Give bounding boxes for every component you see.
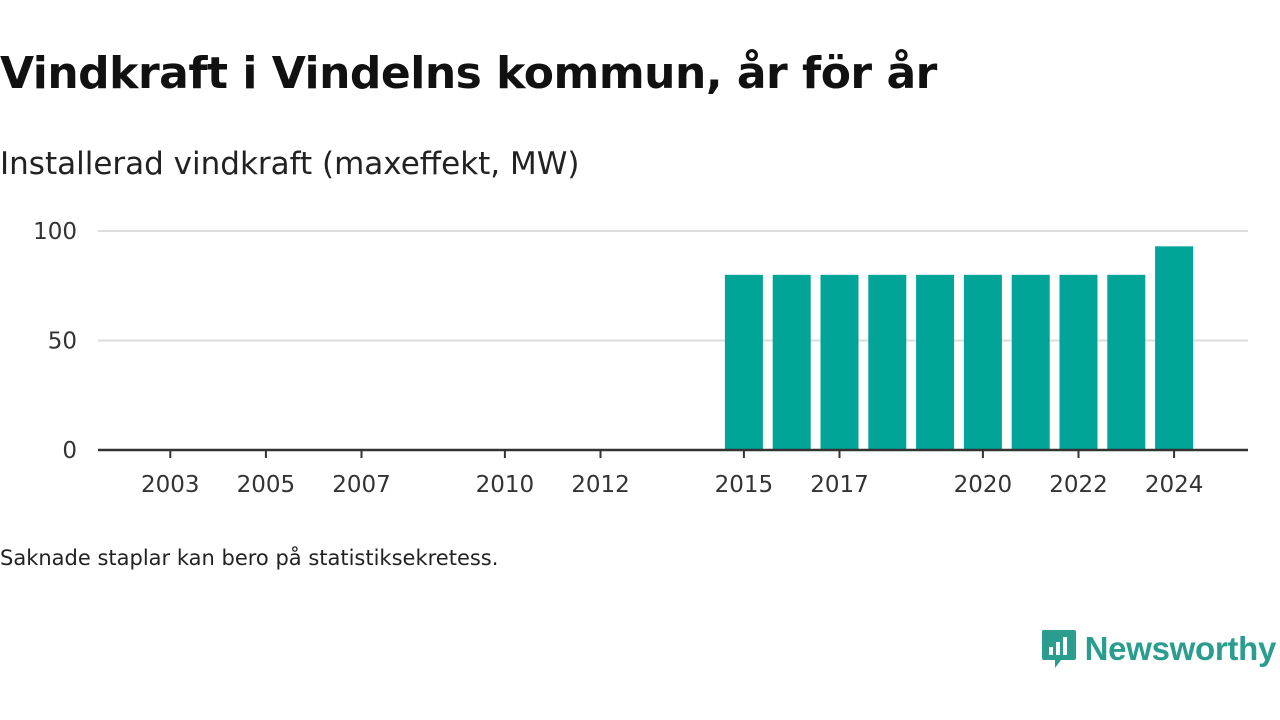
y-axis-ticks: 0 50 100 — [33, 219, 77, 464]
bar-2024 — [1155, 246, 1194, 450]
bar-2022 — [1059, 274, 1098, 450]
x-tick-label: 2020 — [954, 472, 1013, 498]
x-tick-label: 2012 — [571, 472, 630, 498]
y-tick-label: 0 — [62, 438, 77, 464]
x-tick-label: 2024 — [1145, 472, 1204, 498]
x-axis-ticks: 2003 2005 2007 2010 2012 2015 2017 2020 2022 2024 — [141, 450, 1203, 498]
x-tick-label: 2022 — [1049, 472, 1108, 498]
x-tick-label: 2005 — [237, 472, 296, 498]
brand-name: Newsworthy — [1084, 630, 1277, 667]
bar-2020 — [963, 274, 1002, 450]
gridlines — [98, 230, 1248, 342]
chart-subtitle: Installerad vindkraft (maxeffekt, MW) — [0, 146, 580, 182]
chart-title: Vindkraft i Vindelns kommun, år för år — [0, 48, 937, 99]
bar-2015 — [724, 274, 763, 450]
x-tick-label: 2015 — [715, 472, 774, 498]
x-tick-label: 2007 — [332, 472, 391, 498]
newsworthy-logo-icon — [1041, 630, 1076, 668]
bar-2019 — [916, 274, 955, 450]
x-tick-label: 2003 — [141, 472, 200, 498]
y-tick-label: 50 — [48, 329, 77, 355]
x-tick-label: 2010 — [476, 472, 535, 498]
x-tick-label: 2017 — [810, 472, 869, 498]
bar-2018 — [868, 274, 907, 450]
bar-2023 — [1107, 274, 1146, 450]
footnote: Saknade staplar kan bero på statistiksek… — [0, 546, 499, 570]
brand-logo[interactable]: Newsworthy — [1041, 628, 1276, 670]
y-tick-label: 100 — [33, 219, 77, 245]
bar-2017 — [820, 274, 859, 450]
bars — [724, 246, 1194, 450]
bar-2021 — [1011, 274, 1050, 450]
bar-2016 — [772, 274, 811, 450]
